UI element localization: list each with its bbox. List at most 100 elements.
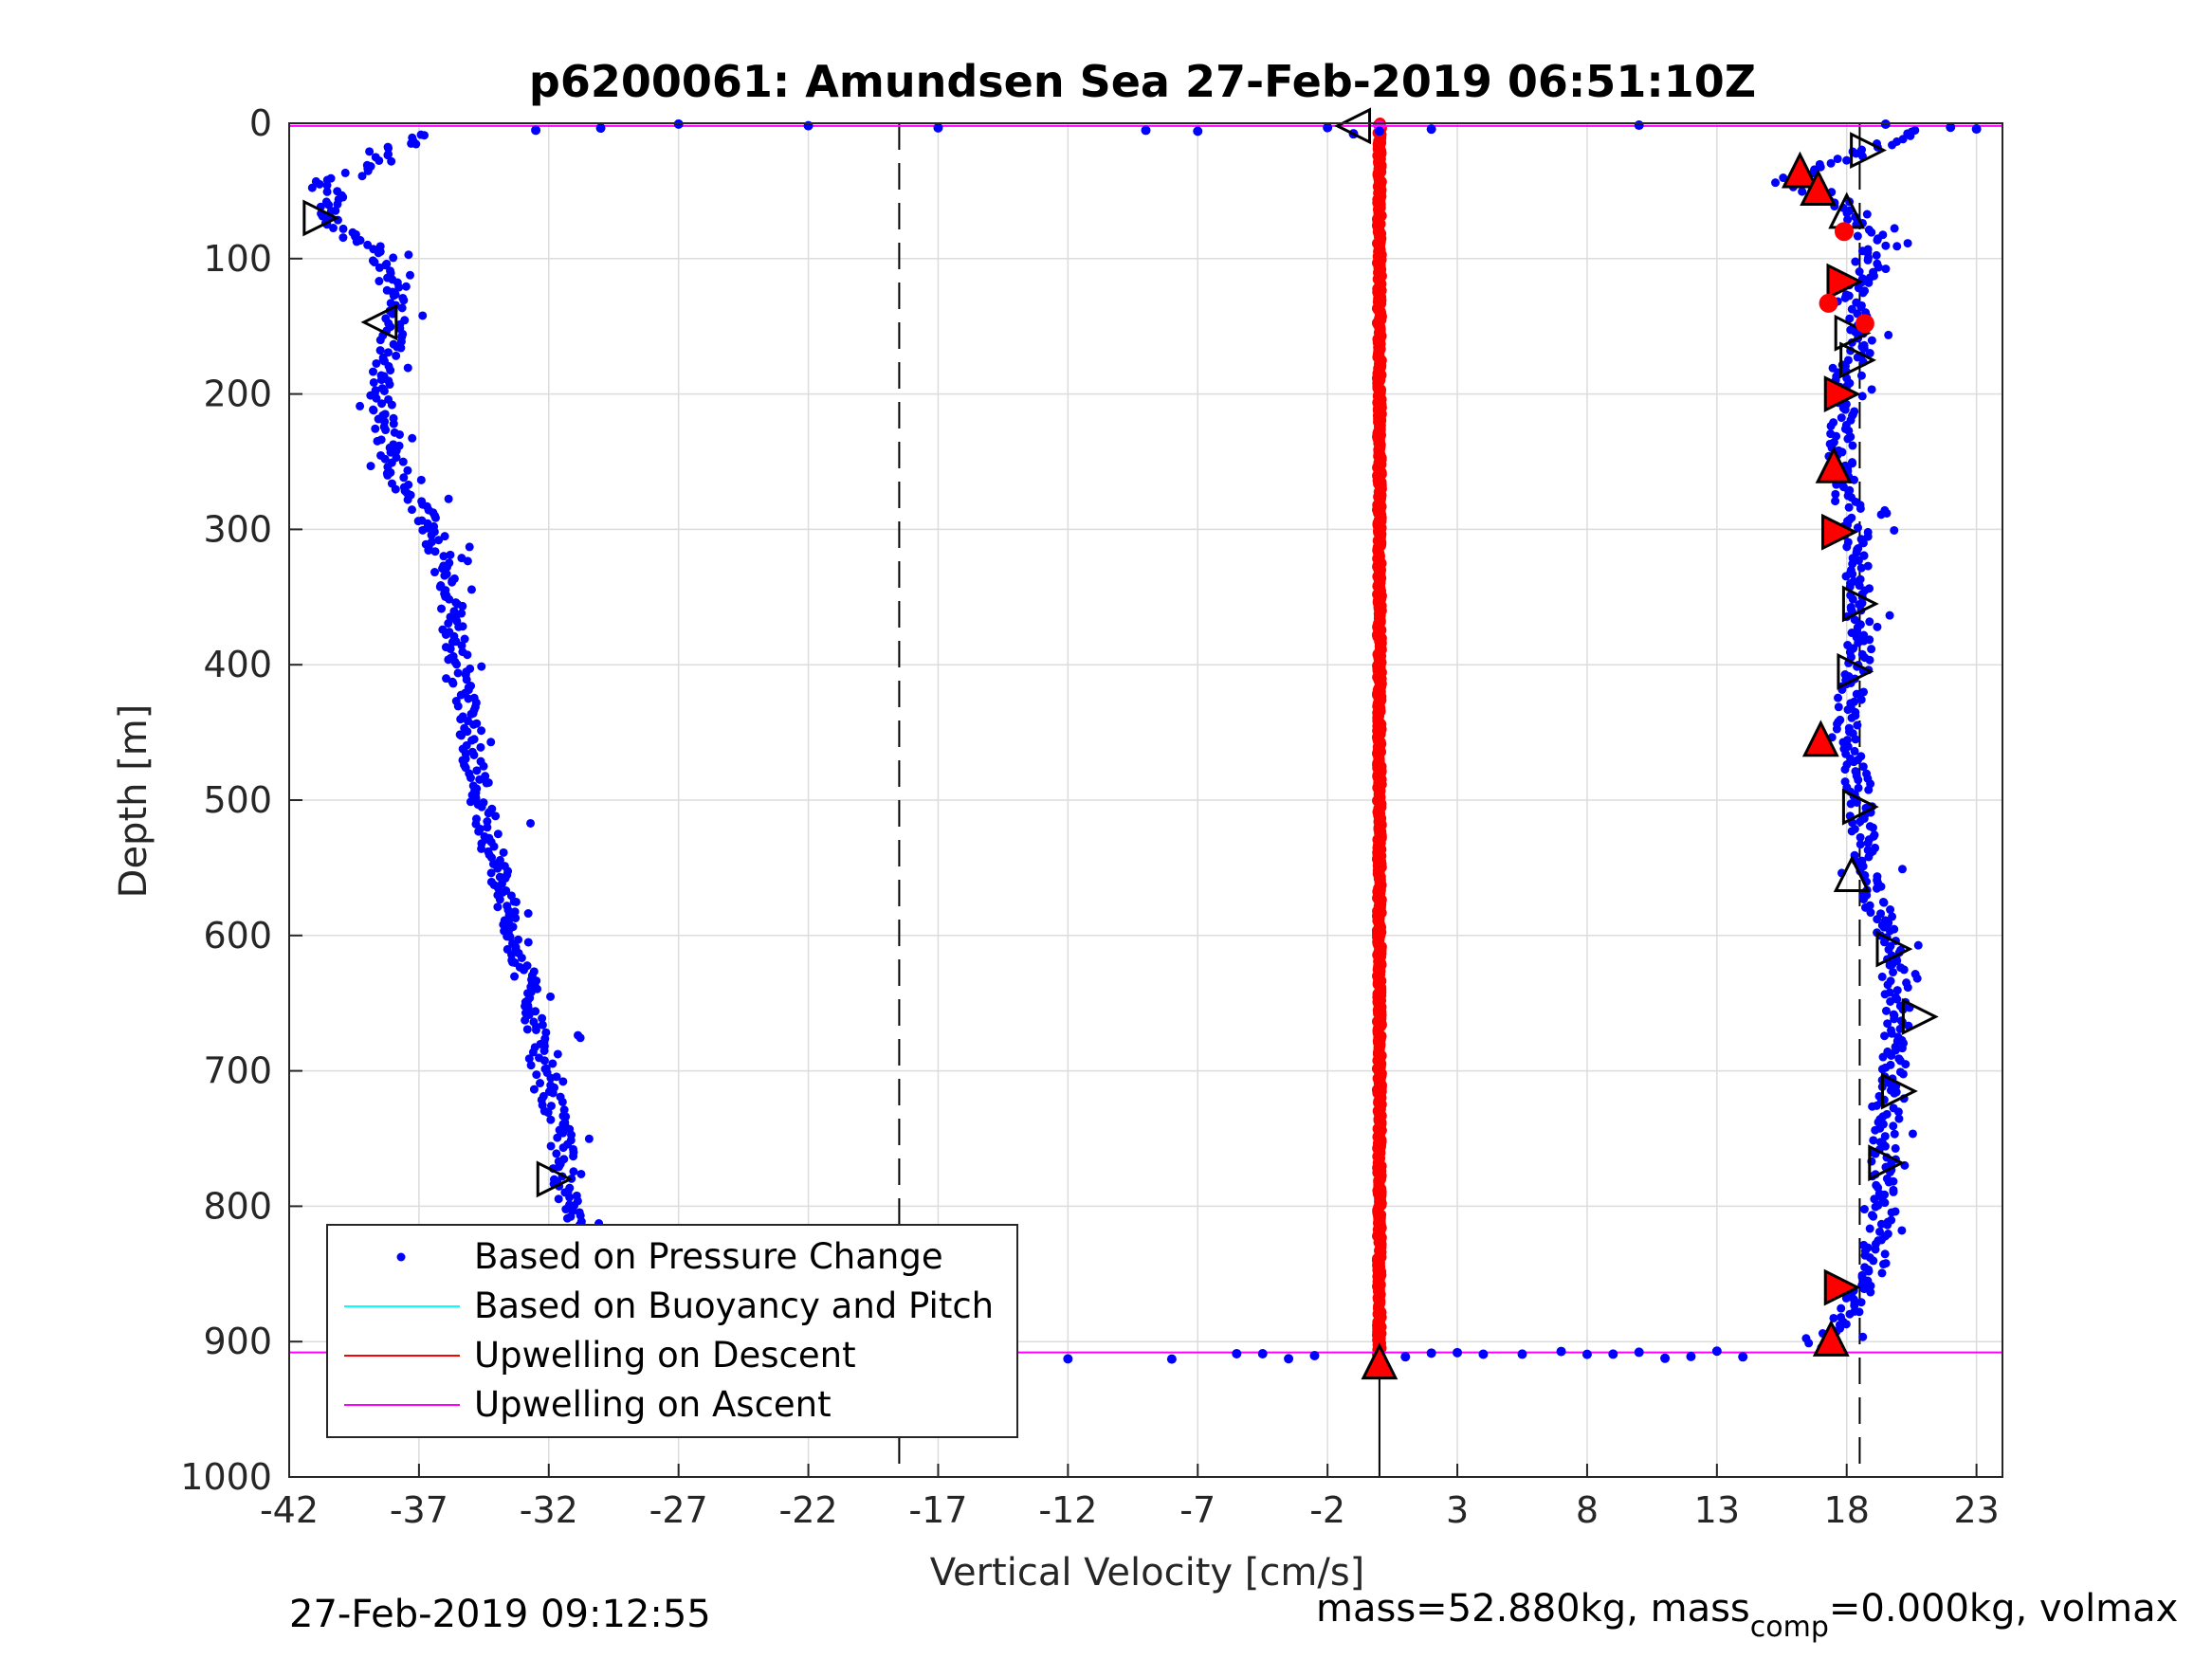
- pressure-change-point: [1851, 735, 1860, 744]
- triangle-marker-open: [1841, 585, 1879, 623]
- y-tick-label: 900: [203, 1321, 272, 1362]
- pressure-change-point: [466, 585, 476, 594]
- triangle-marker-red: [1823, 375, 1861, 413]
- pressure-change-point: [486, 868, 496, 878]
- x-tick-label: 13: [1694, 1489, 1740, 1531]
- pressure-change-point: [1890, 224, 1899, 233]
- pressure-change-point: [1166, 1354, 1177, 1364]
- pressure-change-point: [554, 1194, 563, 1204]
- pressure-change-point: [405, 270, 414, 280]
- pressure-change-point: [1870, 1194, 1879, 1204]
- pressure-change-point: [418, 311, 428, 320]
- pressure-change-point: [1883, 1220, 1892, 1230]
- pressure-change-point: [454, 622, 464, 631]
- y-tick-label: 100: [203, 238, 272, 280]
- y-tick-label: 0: [249, 102, 272, 144]
- pressure-change-point: [453, 702, 463, 711]
- pressure-change-point: [529, 1085, 539, 1094]
- triangle-marker-open: [1834, 314, 1872, 352]
- triangle-marker-red: [1801, 720, 1839, 757]
- pressure-change-point: [1867, 385, 1876, 394]
- pressure-change-point: [538, 1013, 547, 1023]
- pressure-change-point: [1284, 1354, 1294, 1364]
- pressure-change-point: [1309, 1350, 1320, 1360]
- pressure-change-point: [377, 399, 387, 409]
- footer-timestamp: 27-Feb-2019 09:12:55: [289, 1593, 711, 1636]
- y-tick-label: 700: [203, 1050, 272, 1092]
- pressure-change-point: [499, 848, 508, 857]
- pressure-change-point: [418, 525, 428, 535]
- pressure-change-point: [413, 517, 423, 526]
- triangle-marker-open: [1839, 341, 1877, 379]
- pressure-change-point: [363, 166, 373, 175]
- red-dot-marker: [1819, 293, 1838, 313]
- x-tick-label: -27: [649, 1489, 708, 1531]
- pressure-change-point: [493, 830, 503, 839]
- pressure-change-point: [1862, 210, 1872, 219]
- pressure-change-point: [1842, 542, 1852, 552]
- pressure-change-point: [445, 594, 454, 604]
- pressure-change-point: [477, 662, 486, 671]
- pressure-change-point: [1880, 990, 1890, 999]
- triangle-marker-open: [1837, 652, 1874, 690]
- pressure-change-point: [466, 709, 476, 719]
- pressure-change-point: [528, 1048, 538, 1057]
- footer-mass-info: mass=52.880kg, masscomp=0.000kg, volmax: [1316, 1587, 2178, 1644]
- pressure-change-point: [584, 1134, 594, 1143]
- x-tick-label: -32: [520, 1489, 578, 1531]
- pressure-change-point: [397, 303, 407, 313]
- pressure-change-point: [1856, 840, 1865, 849]
- footer-mass-a: mass=52.880kg, mass: [1316, 1587, 1750, 1631]
- triangle-marker-open: [1901, 998, 1939, 1035]
- pressure-change-point: [375, 155, 384, 165]
- pressure-change-point: [322, 187, 332, 196]
- pressure-change-point: [372, 358, 381, 368]
- pressure-change-point: [396, 343, 406, 353]
- triangle-marker-open: [1334, 107, 1372, 145]
- pressure-change-point: [1854, 775, 1863, 785]
- pressure-change-point: [548, 1088, 558, 1098]
- pressure-change-point: [505, 932, 515, 941]
- pressure-change-point: [439, 552, 448, 561]
- pressure-change-point: [392, 351, 401, 360]
- pressure-change-point: [403, 363, 412, 373]
- pressure-change-point: [1826, 158, 1836, 168]
- pressure-change-point: [1908, 1129, 1917, 1139]
- pressure-change-point: [1892, 242, 1902, 251]
- pressure-change-point: [1865, 617, 1874, 627]
- pressure-change-point: [369, 377, 378, 387]
- pressure-change-point: [475, 775, 484, 784]
- pressure-change-point: [389, 291, 398, 301]
- pressure-change-point: [1848, 594, 1857, 604]
- pressure-change-point: [1478, 1349, 1489, 1359]
- pressure-change-point: [1834, 693, 1843, 702]
- pressure-change-point: [411, 139, 421, 149]
- pressure-change-point: [1856, 563, 1866, 573]
- pressure-change-point: [416, 475, 426, 484]
- pressure-change-point: [457, 641, 466, 650]
- pressure-change-point: [1867, 336, 1876, 345]
- pressure-change-point: [1831, 497, 1840, 506]
- pressure-change-point: [1853, 231, 1862, 241]
- pressure-change-point: [376, 375, 386, 385]
- pressure-change-point: [1873, 915, 1882, 924]
- pressure-change-point: [1890, 1014, 1899, 1024]
- pressure-change-point: [536, 1079, 545, 1088]
- pressure-change-point: [315, 179, 324, 189]
- pressure-change-point: [1892, 994, 1902, 1004]
- pressure-change-point: [427, 530, 436, 539]
- pressure-change-point: [558, 1077, 568, 1086]
- pressure-change-point: [1883, 1019, 1892, 1029]
- pressure-change-point: [1867, 228, 1876, 237]
- pressure-change-point: [1841, 572, 1851, 581]
- pressure-change-point: [546, 1102, 556, 1111]
- y-tick-label: 300: [203, 508, 272, 550]
- pressure-change-point: [1884, 1177, 1893, 1187]
- pressure-change-point: [1873, 235, 1882, 245]
- y-tick-label: 800: [203, 1185, 272, 1227]
- pressure-change-point: [1868, 1102, 1877, 1111]
- triangle-marker-red: [1823, 1268, 1861, 1306]
- pressure-change-point: [408, 433, 417, 443]
- pressure-change-point: [1859, 895, 1869, 904]
- pressure-change-point: [444, 494, 453, 503]
